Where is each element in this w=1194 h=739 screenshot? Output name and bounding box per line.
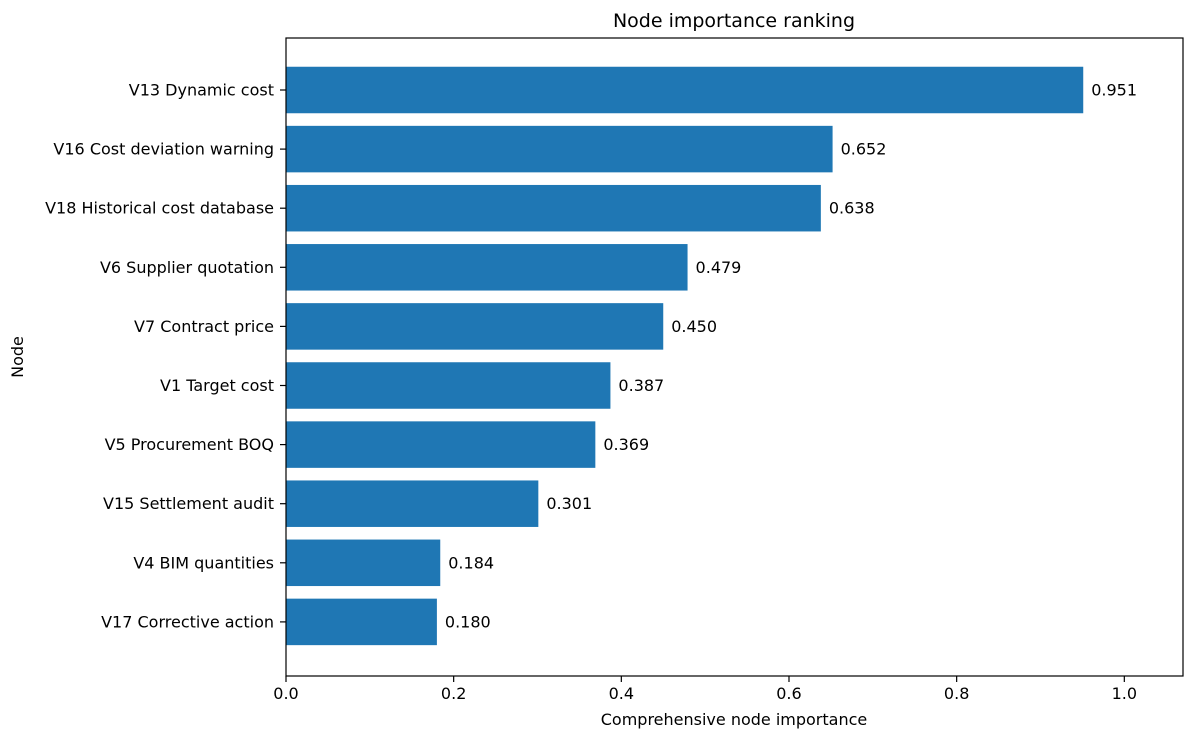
x-tick-label: 1.0 — [1112, 684, 1137, 703]
x-axis-ticks: 0.0 0.2 0.4 0.6 0.8 1.0 — [273, 676, 1137, 703]
x-tick-label: 0.4 — [609, 684, 634, 703]
bar — [286, 480, 539, 527]
bar — [286, 421, 596, 468]
plot-area-frame — [285, 37, 1184, 677]
y-tick-label: V7 Contract price — [134, 317, 274, 336]
data-label: 0.184 — [448, 553, 494, 572]
y-tick-label: V6 Supplier quotation — [100, 258, 274, 277]
y-tick-label: V4 BIM quantities — [133, 553, 274, 572]
data-label: 0.450 — [671, 317, 717, 336]
x-tick-label: 0.8 — [944, 684, 969, 703]
x-tick-label: 0.2 — [441, 684, 466, 703]
y-tick-labels: V13 Dynamic cost V16 Cost deviation warni… — [45, 81, 286, 631]
y-axis-label: Node — [8, 336, 27, 378]
x-tick-label: 0.6 — [776, 684, 801, 703]
chart-title: Node importance ranking — [613, 10, 855, 32]
x-tick-label: 0.0 — [273, 684, 298, 703]
bars-layer — [286, 66, 1084, 646]
bar — [286, 303, 664, 350]
data-label: 0.180 — [445, 612, 491, 631]
y-tick-label: V13 Dynamic cost — [129, 81, 274, 100]
data-label: 0.479 — [696, 258, 742, 277]
data-label: 0.301 — [546, 494, 592, 513]
bar — [286, 66, 1084, 114]
x-axis-label: Comprehensive node importance — [601, 710, 868, 729]
bar — [286, 539, 441, 587]
bar — [286, 362, 611, 409]
data-label: 0.369 — [603, 435, 649, 454]
data-labels: 0.951 0.652 0.638 0.479 0.450 0.387 0.369 0.301… — [445, 81, 1137, 632]
y-tick-label: V5 Procurement BOQ — [105, 435, 274, 454]
y-tick-label: V1 Target cost — [160, 376, 274, 395]
bar — [286, 598, 437, 646]
bar — [286, 244, 688, 291]
data-label: 0.652 — [841, 140, 887, 159]
bar — [286, 184, 821, 232]
y-tick-label: V18 Historical cost database — [45, 199, 274, 218]
data-label: 0.951 — [1091, 81, 1137, 100]
data-label: 0.638 — [829, 199, 875, 218]
bar — [286, 125, 833, 173]
data-label: 0.387 — [618, 376, 664, 395]
y-tick-label: V17 Corrective action — [101, 612, 274, 631]
y-tick-label: V16 Cost deviation warning — [53, 140, 274, 159]
y-tick-label: V15 Settlement audit — [103, 494, 274, 513]
